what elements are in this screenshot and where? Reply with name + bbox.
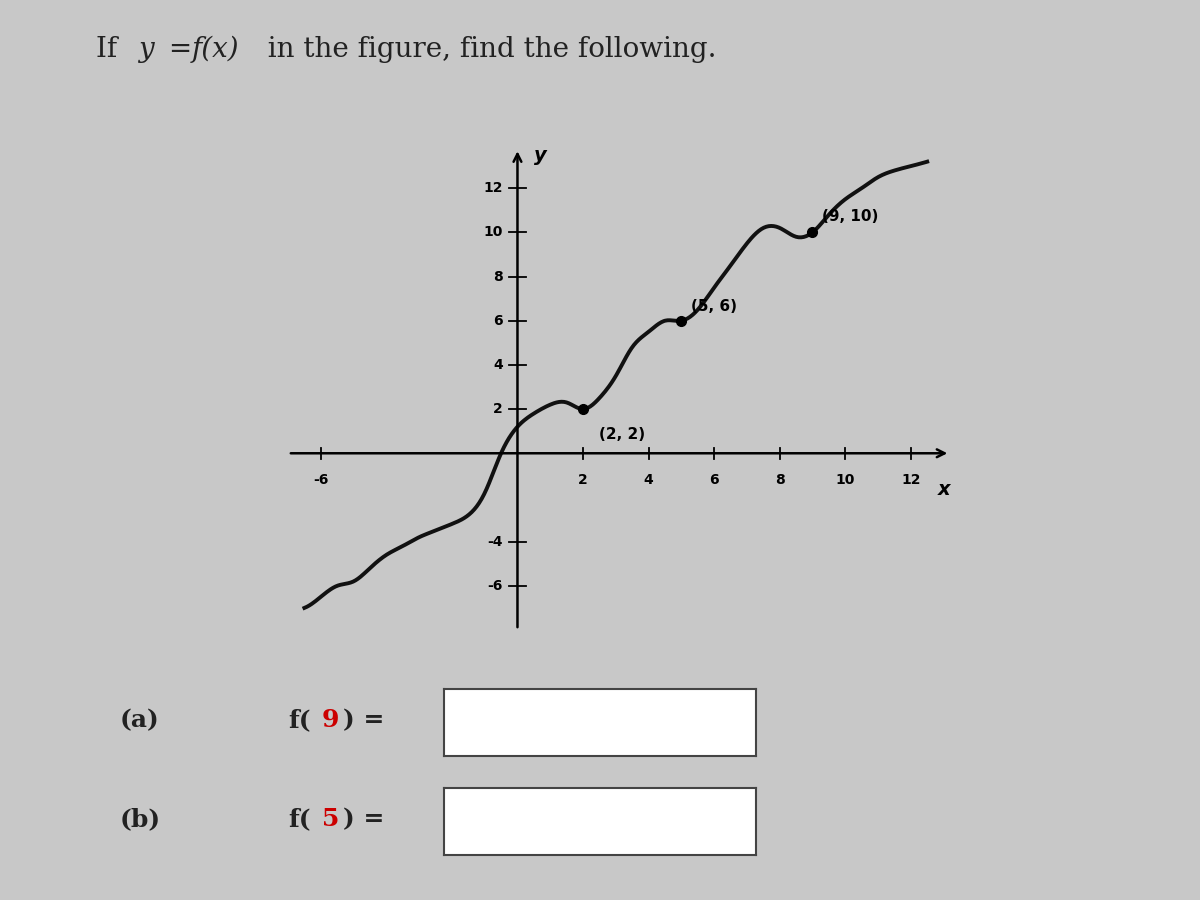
Text: y: y: [534, 146, 547, 165]
Text: If: If: [96, 36, 134, 63]
Text: (b): (b): [120, 807, 161, 831]
Text: (2, 2): (2, 2): [600, 427, 646, 442]
Text: 4: 4: [493, 358, 503, 372]
Text: 6: 6: [709, 473, 719, 487]
Text: -6: -6: [487, 579, 503, 593]
Text: -6: -6: [313, 473, 329, 487]
Text: x: x: [937, 480, 950, 499]
Text: 10: 10: [484, 225, 503, 239]
Text: (a): (a): [120, 708, 160, 732]
Text: ) =: ) =: [343, 708, 384, 732]
Text: 6: 6: [493, 314, 503, 328]
Text: 2: 2: [578, 473, 588, 487]
Text: 8: 8: [493, 269, 503, 284]
Text: 12: 12: [484, 181, 503, 195]
Text: (5, 6): (5, 6): [691, 299, 737, 314]
Text: f(: f(: [288, 708, 311, 732]
Text: 12: 12: [901, 473, 920, 487]
Text: 4: 4: [643, 473, 654, 487]
Text: 2: 2: [493, 402, 503, 416]
Text: 10: 10: [835, 473, 854, 487]
Text: 8: 8: [775, 473, 785, 487]
Text: 9: 9: [322, 708, 340, 732]
Text: f(: f(: [288, 807, 311, 831]
Text: in the figure, find the following.: in the figure, find the following.: [250, 36, 716, 63]
Text: -4: -4: [487, 535, 503, 549]
Text: y: y: [138, 36, 154, 63]
Text: =: =: [160, 36, 200, 63]
Text: (9, 10): (9, 10): [822, 209, 878, 223]
Text: 5: 5: [322, 807, 338, 831]
Text: f(x): f(x): [192, 36, 240, 63]
Text: ) =: ) =: [343, 807, 384, 831]
